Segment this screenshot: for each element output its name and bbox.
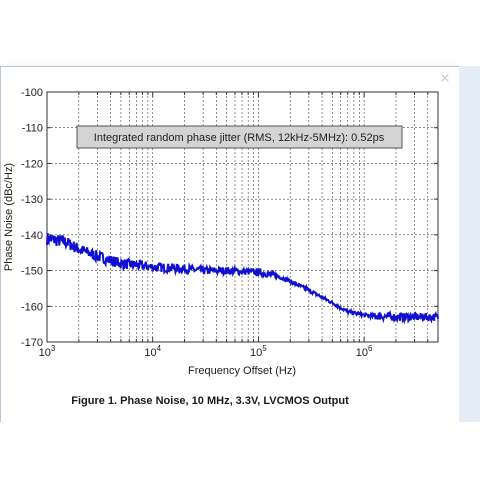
y-tick-label: -100 xyxy=(21,87,43,99)
x-tick-label-base: 10 xyxy=(39,347,51,359)
y-tick-label: -140 xyxy=(21,230,43,242)
phase-noise-series-line xyxy=(46,233,439,325)
figure-caption: Figure 1. Phase Noise, 10 MHz, 3.3V, LVC… xyxy=(71,395,349,407)
x-tick-label: 103 xyxy=(39,344,56,359)
x-tick-label: 106 xyxy=(356,344,373,359)
x-tick-label-base: 10 xyxy=(356,347,368,359)
page-bottom-strip xyxy=(0,422,480,480)
y-tick-label: -160 xyxy=(21,301,43,313)
x-tick-label-base: 10 xyxy=(144,347,156,359)
y-tick-label: -110 xyxy=(22,123,43,135)
figure-caption-wrap: Figure 1. Phase Noise, 10 MHz, 3.3V, LVC… xyxy=(0,395,420,407)
x-tick-label-base: 10 xyxy=(250,347,262,359)
x-tick-label-exponent: 5 xyxy=(262,344,267,353)
x-tick-label-exponent: 6 xyxy=(368,344,373,353)
y-tick-label: -170 xyxy=(21,337,43,349)
y-tick-label: -120 xyxy=(21,158,43,170)
x-axis-label: Frequency Offset (Hz) xyxy=(188,365,296,377)
annotation-text: Integrated random phase jitter (RMS, 12k… xyxy=(94,132,385,144)
y-tick-label: -150 xyxy=(21,266,43,278)
top-backdrop xyxy=(0,0,480,66)
close-icon[interactable]: × xyxy=(439,71,451,86)
x-tick-labels: 103 104 105 106 xyxy=(39,344,373,359)
annotation-box xyxy=(76,125,403,149)
x-tick-label: 104 xyxy=(144,344,161,359)
page-right-strip xyxy=(459,66,480,422)
y-axis-label: Phase Noise (dBc/Hz) xyxy=(3,163,15,271)
x-tick-label: 105 xyxy=(250,344,267,359)
axis-ticks xyxy=(47,91,438,343)
y-tick-label: -130 xyxy=(21,194,43,206)
y-tick-labels: -100 -110 -120 -130 -140 -150 -160 -170 xyxy=(21,87,43,349)
x-tick-label-exponent: 4 xyxy=(157,344,162,353)
x-tick-label-exponent: 3 xyxy=(51,344,56,353)
